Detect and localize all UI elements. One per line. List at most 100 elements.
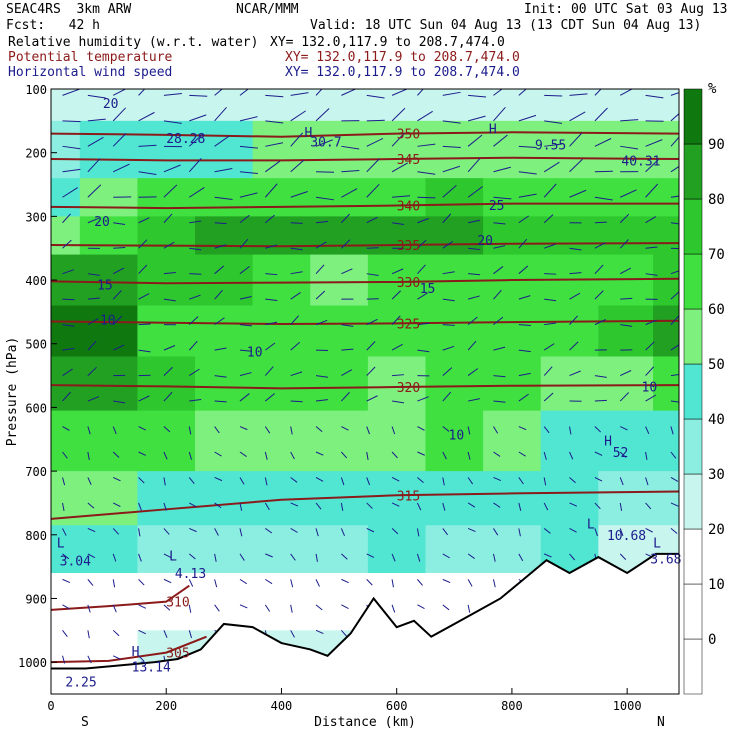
- wind-vector: [138, 528, 141, 537]
- wind-vector: [391, 553, 396, 562]
- wind-vector: [290, 92, 309, 96]
- wind-vector: [543, 528, 551, 534]
- wind-vector: [112, 426, 117, 435]
- humidity-cell: [540, 89, 599, 122]
- humidity-cell: [137, 410, 196, 472]
- wind-vector: [670, 165, 679, 173]
- wind-vector: [188, 630, 193, 639]
- humidity-cell: [195, 525, 254, 574]
- wind-vector: [391, 315, 401, 325]
- wind-vector: [594, 138, 612, 147]
- colorbar-tick-label: 40: [708, 412, 725, 428]
- wind-vector: [543, 366, 553, 376]
- wind-vector: [62, 426, 70, 431]
- wind-vector: [290, 292, 301, 300]
- wind-vector: [138, 293, 150, 300]
- wind-vector: [366, 502, 373, 509]
- wind-vector: [62, 655, 66, 664]
- humidity-cell: [79, 178, 138, 217]
- wind-vector: [543, 426, 550, 434]
- wind-vector: [315, 426, 323, 433]
- wind-vector: [518, 553, 524, 562]
- potential-temperature-layer: [51, 131, 679, 664]
- wind-vector: [315, 451, 324, 456]
- wind-vector: [188, 316, 199, 326]
- wind-vector: [417, 426, 425, 431]
- wind-vector: [442, 391, 452, 402]
- wind-vector: [62, 324, 75, 327]
- wind-vector: [189, 398, 202, 402]
- wind-vector: [366, 553, 375, 558]
- wind-vector: [544, 143, 563, 147]
- humidity-cell: [310, 305, 369, 357]
- extremum-label: H: [604, 435, 612, 450]
- wind-vector: [442, 345, 455, 351]
- wind-vector: [214, 244, 227, 249]
- colorbar-swatch: [683, 363, 703, 420]
- wind-vector: [264, 502, 270, 511]
- wind-vector: [543, 477, 547, 486]
- theta-contour-label: 320: [397, 381, 420, 396]
- wind-vector: [315, 139, 333, 147]
- wind-vector: [214, 347, 227, 351]
- wind-vector: [468, 398, 480, 402]
- humidity-cell: [653, 254, 679, 307]
- wind-vector: [239, 214, 250, 224]
- wind-vector: [544, 273, 557, 275]
- wind-vector: [87, 217, 100, 224]
- wind-vector: [188, 553, 196, 560]
- wind-vector: [392, 400, 405, 404]
- wind-vector: [239, 324, 252, 327]
- extremum-label: L: [587, 517, 595, 532]
- wind-vector: [391, 162, 409, 173]
- humidity-cell: [137, 305, 196, 357]
- y-tick-label: 1000: [18, 656, 47, 670]
- wind-vector: [391, 426, 396, 435]
- wind-vector: [442, 502, 446, 511]
- wind-vector: [569, 315, 579, 325]
- wind-vector: [493, 89, 503, 96]
- wind-vector: [113, 400, 126, 404]
- wind-vector: [188, 604, 192, 613]
- wind-vector: [619, 239, 629, 249]
- wind-vector: [290, 315, 300, 325]
- wind-vector: [214, 289, 223, 300]
- wind-vector: [391, 451, 398, 459]
- wind-vector: [113, 247, 126, 249]
- wind-vector: [138, 629, 147, 635]
- humidity-cell: [79, 356, 138, 412]
- wind-vector: [189, 294, 201, 300]
- wind-vector: [569, 132, 583, 147]
- wind-vector: [391, 604, 396, 613]
- wind-vector: [569, 189, 587, 198]
- wind-vector: [265, 120, 284, 124]
- wind-vector: [417, 171, 436, 175]
- wind-vector: [492, 579, 496, 588]
- wind-vector: [493, 375, 506, 378]
- wind-vector: [265, 528, 273, 534]
- wind-vector: [112, 133, 127, 147]
- wind-vector: [619, 553, 627, 561]
- wind-vector: [62, 502, 65, 511]
- wind-speed-label: 25: [489, 199, 505, 214]
- wind-vector: [265, 393, 275, 402]
- colorbar-swatch: [683, 143, 703, 200]
- wind-vector: [518, 477, 524, 485]
- wind-vector: [214, 107, 227, 122]
- wind-vector: [442, 185, 457, 198]
- wind-vector: [188, 477, 195, 485]
- south-end-label: S: [81, 715, 89, 730]
- humidity-cell: [653, 410, 679, 472]
- wind-vector: [87, 655, 92, 664]
- wind-vector: [290, 371, 303, 377]
- humidity-cell: [137, 471, 196, 526]
- humidity-cell: [540, 471, 599, 526]
- wind-vector: [265, 160, 281, 173]
- wind-vector: [518, 238, 528, 249]
- colorbar-tick-label: 70: [708, 247, 725, 263]
- wind-speed-label: 10: [449, 428, 465, 443]
- wind-vector: [163, 528, 170, 535]
- wind-vector: [87, 604, 91, 613]
- wind-vector: [670, 344, 679, 351]
- wind-vector: [87, 340, 97, 351]
